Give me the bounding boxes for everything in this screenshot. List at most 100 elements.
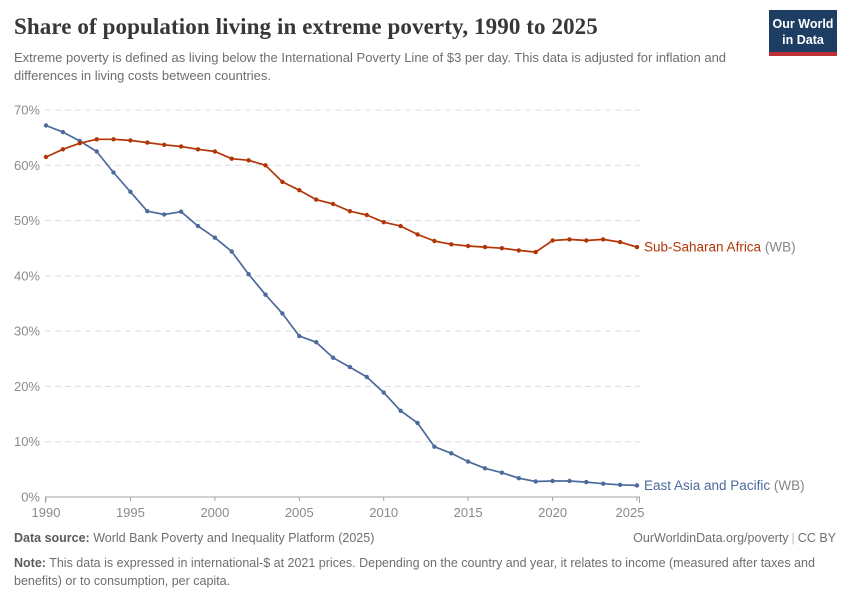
- series-point-east-asia-and-pacific-2004[interactable]: [280, 311, 285, 316]
- series-point-sub-saharan-africa-2012[interactable]: [415, 232, 420, 237]
- data-source-line: Data source: World Bank Poverty and Ineq…: [14, 531, 374, 545]
- series-point-sub-saharan-africa-2006[interactable]: [314, 197, 319, 202]
- cc-by-label[interactable]: CC BY: [797, 531, 836, 545]
- owid-poverty-link[interactable]: OurWorldinData.org/poverty: [633, 531, 789, 545]
- series-point-east-asia-and-pacific-1991[interactable]: [60, 129, 66, 135]
- series-point-east-asia-and-pacific-2020[interactable]: [550, 478, 555, 484]
- series-point-sub-saharan-africa-2007[interactable]: [330, 201, 336, 207]
- separator: |: [791, 531, 795, 545]
- series-point-east-asia-and-pacific-2017[interactable]: [499, 470, 505, 475]
- series-point-sub-saharan-africa-2015[interactable]: [465, 243, 471, 249]
- license-line: OurWorldinData.org/poverty | CC BY: [633, 531, 836, 545]
- series-point-sub-saharan-africa-2002[interactable]: [246, 158, 251, 163]
- series-point-sub-saharan-africa-1996[interactable]: [145, 140, 150, 145]
- series-label-sub-saharan-africa[interactable]: Sub-Saharan Africa (WB): [644, 240, 796, 255]
- series-point-sub-saharan-africa-1991[interactable]: [60, 147, 66, 152]
- series-point-east-asia-and-pacific-1993[interactable]: [94, 149, 99, 154]
- series-point-east-asia-and-pacific-1999[interactable]: [195, 223, 201, 229]
- series-point-east-asia-and-pacific-1998[interactable]: [178, 209, 184, 214]
- series-point-sub-saharan-africa-1998[interactable]: [178, 144, 184, 149]
- series-line-sub-saharan-africa[interactable]: [45, 138, 638, 253]
- series-point-east-asia-and-pacific-2024[interactable]: [617, 482, 623, 487]
- series-point-sub-saharan-africa-2023[interactable]: [601, 237, 606, 242]
- x-tick-label-1995: 1995: [116, 505, 145, 520]
- series-point-east-asia-and-pacific-2002[interactable]: [246, 272, 251, 277]
- series-point-sub-saharan-africa-2022[interactable]: [584, 238, 589, 243]
- series-point-east-asia-and-pacific-2007[interactable]: [330, 355, 336, 360]
- series-point-sub-saharan-africa-2005[interactable]: [297, 188, 302, 193]
- series-point-east-asia-and-pacific-2012[interactable]: [415, 420, 420, 426]
- chart-area: 0% 10% 20% 30% 40% 50% 60% 70% 1990 1995 2000 2005 2…: [0, 95, 850, 525]
- series-line-east-asia-and-pacific[interactable]: [45, 124, 638, 487]
- series-point-sub-saharan-africa-1997[interactable]: [162, 142, 167, 147]
- series-point-sub-saharan-africa-2009[interactable]: [364, 212, 369, 218]
- series-point-east-asia-and-pacific-2006[interactable]: [314, 340, 319, 345]
- series-point-east-asia-and-pacific-2001[interactable]: [229, 249, 234, 254]
- note-label: Note:: [14, 556, 46, 570]
- x-tick-label-1990: 1990: [32, 505, 61, 520]
- chart-footer: Data source: World Bank Poverty and Ineq…: [14, 531, 836, 590]
- series-point-east-asia-and-pacific-2021[interactable]: [567, 478, 572, 484]
- series-point-sub-saharan-africa-2003[interactable]: [263, 163, 268, 168]
- series-point-sub-saharan-africa-1995[interactable]: [128, 138, 133, 143]
- series-point-sub-saharan-africa-1992[interactable]: [77, 141, 83, 146]
- series-point-east-asia-and-pacific-2005[interactable]: [297, 333, 302, 339]
- series-point-east-asia-and-pacific-2014[interactable]: [449, 451, 454, 456]
- x-tick-label-2015: 2015: [454, 505, 483, 520]
- series-point-east-asia-and-pacific-2013[interactable]: [432, 444, 437, 449]
- series-point-east-asia-and-pacific-2011[interactable]: [398, 408, 403, 413]
- series-point-east-asia-and-pacific-2008[interactable]: [347, 364, 353, 370]
- owid-logo[interactable]: Our World in Data: [769, 10, 837, 56]
- series-point-east-asia-and-pacific-2003[interactable]: [263, 292, 268, 297]
- series-point-east-asia-and-pacific-1996[interactable]: [145, 209, 150, 214]
- page-title: Share of population living in extreme po…: [14, 14, 598, 39]
- series-point-east-asia-and-pacific-1997[interactable]: [162, 212, 167, 217]
- series-point-east-asia-and-pacific-2023[interactable]: [601, 481, 606, 486]
- x-tick-label-2025: 2025: [616, 505, 645, 520]
- series-point-sub-saharan-africa-1994[interactable]: [111, 137, 116, 142]
- y-tick-label-0: 0%: [21, 490, 40, 505]
- series-point-sub-saharan-africa-2014[interactable]: [449, 242, 454, 247]
- series-point-sub-saharan-africa-2018[interactable]: [516, 248, 521, 253]
- owid-logo-line1: Our World: [772, 17, 834, 31]
- series-point-sub-saharan-africa-2024[interactable]: [617, 239, 623, 245]
- chart-canvas: 0% 10% 20% 30% 40% 50% 60% 70% 1990 1995 2000 2005 2…: [14, 103, 805, 521]
- series-point-sub-saharan-africa-2017[interactable]: [499, 246, 505, 251]
- series-label-east-asia-and-pacific[interactable]: East Asia and Pacific (WB): [644, 478, 805, 493]
- series-point-east-asia-and-pacific-2019[interactable]: [533, 479, 538, 484]
- series-point-sub-saharan-africa-2008[interactable]: [347, 209, 353, 214]
- series-point-east-asia-and-pacific-2009[interactable]: [364, 374, 369, 380]
- series-point-east-asia-and-pacific-1995[interactable]: [128, 189, 133, 194]
- series-point-sub-saharan-africa-2020[interactable]: [550, 238, 555, 243]
- chart-subtitle: Extreme poverty is defined as living bel…: [14, 49, 727, 84]
- series-point-east-asia-and-pacific-2022[interactable]: [584, 479, 589, 485]
- series-point-sub-saharan-africa-2019[interactable]: [533, 249, 538, 255]
- y-tick-label-60: 60%: [14, 158, 40, 173]
- series-point-sub-saharan-africa-2025[interactable]: [634, 244, 640, 250]
- series-point-sub-saharan-africa-2004[interactable]: [280, 179, 285, 185]
- series-point-east-asia-and-pacific-2016[interactable]: [482, 466, 488, 471]
- series-point-sub-saharan-africa-1999[interactable]: [195, 147, 201, 152]
- series-point-sub-saharan-africa-2001[interactable]: [229, 156, 234, 161]
- series-point-east-asia-and-pacific-2018[interactable]: [516, 476, 521, 481]
- data-source-value: World Bank Poverty and Inequality Platfo…: [89, 531, 375, 545]
- series-point-sub-saharan-africa-2021[interactable]: [567, 237, 572, 242]
- series-point-sub-saharan-africa-2011[interactable]: [398, 223, 403, 229]
- series-point-sub-saharan-africa-2000[interactable]: [212, 149, 218, 154]
- series-point-east-asia-and-pacific-2015[interactable]: [465, 459, 471, 464]
- y-tick-label-40: 40%: [14, 268, 40, 283]
- series-point-sub-saharan-africa-2013[interactable]: [432, 238, 437, 244]
- series-point-east-asia-and-pacific-2025[interactable]: [634, 483, 640, 488]
- series-point-sub-saharan-africa-2016[interactable]: [482, 244, 488, 250]
- series-point-sub-saharan-africa-2010[interactable]: [381, 220, 386, 225]
- x-tick-label-2000: 2000: [200, 505, 229, 520]
- y-tick-label-50: 50%: [14, 213, 40, 228]
- chart-header: Share of population living in extreme po…: [14, 13, 754, 86]
- x-tick-label-2005: 2005: [285, 505, 314, 520]
- series-point-east-asia-and-pacific-1994[interactable]: [111, 170, 116, 175]
- series-point-east-asia-and-pacific-1990[interactable]: [43, 123, 49, 128]
- series-point-east-asia-and-pacific-2000[interactable]: [212, 235, 218, 240]
- series-point-sub-saharan-africa-1990[interactable]: [43, 154, 49, 160]
- series-point-sub-saharan-africa-1993[interactable]: [94, 137, 99, 142]
- series-point-east-asia-and-pacific-2010[interactable]: [381, 390, 386, 395]
